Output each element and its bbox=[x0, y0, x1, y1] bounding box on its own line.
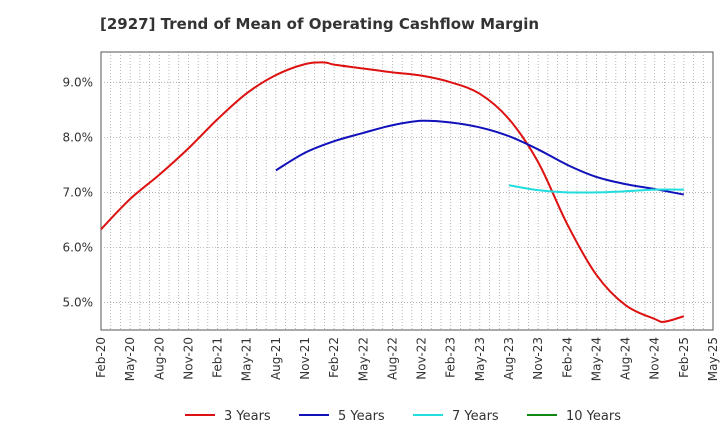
legend-label-7-years: 7 Years bbox=[452, 409, 499, 424]
x-tick-label: May-22 bbox=[356, 337, 370, 381]
y-tick-label: 6.0% bbox=[63, 240, 94, 254]
x-tick-label: Feb-25 bbox=[677, 337, 691, 378]
axis-layer: 5.0% 6.0% 7.0% 8.0% 9.0% Feb-20 May-20 Aug-20 No… bbox=[63, 75, 720, 381]
y-tick-label: 8.0% bbox=[63, 130, 94, 144]
legend-label-5-years: 5 Years bbox=[338, 409, 385, 424]
x-tick-label: Nov-23 bbox=[531, 337, 545, 380]
series-line-7-years bbox=[508, 184, 684, 194]
legend: 3 Years 5 Years 7 Years 10 Years bbox=[185, 409, 621, 424]
series-layer bbox=[100, 61, 685, 323]
x-tick-label: Nov-21 bbox=[298, 337, 312, 380]
x-tick-label: Nov-24 bbox=[648, 337, 662, 380]
x-tick-label: Nov-22 bbox=[415, 337, 429, 380]
x-tick-label: May-20 bbox=[123, 337, 137, 381]
x-tick-label: Aug-20 bbox=[152, 337, 166, 380]
legend-label-10-years: 10 Years bbox=[566, 409, 621, 424]
x-tick-label: May-21 bbox=[240, 337, 254, 381]
x-tick-label: Feb-23 bbox=[444, 337, 458, 378]
x-tick-label: Feb-20 bbox=[94, 337, 108, 378]
x-tick-label: Feb-24 bbox=[560, 337, 574, 378]
y-tick-label: 7.0% bbox=[63, 185, 94, 199]
x-tick-label: May-23 bbox=[473, 337, 487, 381]
x-tick-label: Aug-23 bbox=[502, 337, 516, 380]
chart-title: [2927] Trend of Mean of Operating Cashfl… bbox=[100, 15, 540, 33]
legend-label-3-years: 3 Years bbox=[224, 409, 271, 424]
y-tick-label: 9.0% bbox=[63, 75, 94, 89]
x-tick-label: May-25 bbox=[706, 337, 720, 381]
x-tick-label: Aug-22 bbox=[385, 337, 399, 380]
x-tick-label: Aug-24 bbox=[619, 337, 633, 380]
y-tick-label: 5.0% bbox=[63, 295, 94, 309]
x-tick-label: May-24 bbox=[589, 337, 603, 381]
x-tick-label: Feb-21 bbox=[211, 337, 225, 378]
x-tick-label: Feb-22 bbox=[327, 337, 341, 378]
x-tick-label: Nov-20 bbox=[181, 337, 195, 380]
series-line-3-years bbox=[100, 61, 685, 323]
series-line-5-years bbox=[275, 119, 685, 196]
x-tick-label: Aug-21 bbox=[269, 337, 283, 380]
